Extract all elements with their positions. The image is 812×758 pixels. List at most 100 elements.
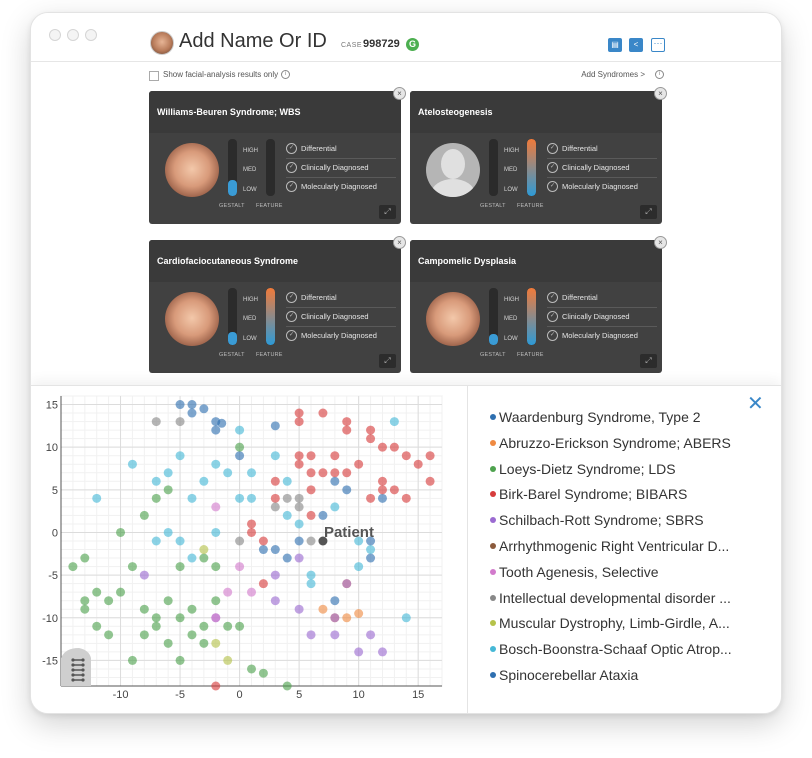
check-circle-icon[interactable]: ✓ (547, 181, 558, 192)
legend-label: Abruzzo-Erickson Syndrome; ABERS (499, 434, 731, 451)
case-name[interactable]: Add Name Or ID (179, 30, 327, 52)
level-high: HIGH (504, 148, 519, 154)
data-point (366, 434, 376, 444)
legend-item[interactable]: Tooth Agenesis, Selective (490, 562, 770, 588)
data-point (80, 596, 90, 606)
syndrome-face-image (165, 292, 219, 346)
y-tick-label: -5 (48, 570, 58, 582)
x-tick-label: 5 (296, 689, 302, 701)
data-point (306, 570, 316, 580)
info-icon[interactable]: i (281, 70, 291, 80)
diagnosis-option[interactable]: ✓ Molecularly Diagnosed (547, 327, 657, 345)
diagnosis-option[interactable]: ✓ Molecularly Diagnosed (286, 327, 396, 345)
share-icon[interactable]: < (629, 38, 643, 52)
legend-item[interactable]: Arrhythmogenic Right Ventricular D... (490, 536, 770, 562)
legend-item[interactable]: Loeys-Dietz Syndrome; LDS (490, 459, 770, 485)
diagnosis-option[interactable]: ✓ Clinically Diagnosed (547, 159, 657, 178)
check-circle-icon[interactable]: ✓ (286, 143, 297, 154)
close-icon[interactable]: ✕ (747, 393, 764, 415)
level-high: HIGH (243, 297, 258, 303)
diagnosis-option[interactable]: ✓ Molecularly Diagnosed (547, 178, 657, 196)
check-circle-icon[interactable]: ✓ (286, 292, 297, 303)
remove-card-icon[interactable]: × (654, 87, 667, 100)
legend-item[interactable]: Birk-Barel Syndrome; BIBARS (490, 484, 770, 510)
diagnosis-option[interactable]: ✓ Differential (547, 140, 657, 159)
remove-card-icon[interactable]: × (654, 236, 667, 249)
diagnosis-option[interactable]: ✓ Molecularly Diagnosed (286, 178, 396, 196)
more-icon[interactable]: ··· (651, 38, 665, 52)
add-syndromes-link[interactable]: Add Syndromes > (581, 70, 645, 79)
data-point (294, 459, 304, 469)
syndrome-card[interactable]: Atelosteogenesis × HIGH MED LOW GESTALT FEATUR… (410, 87, 667, 224)
check-circle-icon[interactable]: ✓ (547, 292, 558, 303)
diagnosis-option[interactable]: ✓ Differential (286, 140, 396, 159)
logo-icon (81, 658, 85, 662)
check-circle-icon[interactable]: ✓ (286, 181, 297, 192)
x-tick-label: 0 (237, 689, 243, 701)
level-low: LOW (243, 336, 257, 342)
legend-item[interactable]: Spinocerebellar Ataxia (490, 665, 770, 691)
check-circle-icon[interactable]: ✓ (547, 143, 558, 154)
patient-avatar[interactable] (150, 31, 174, 55)
diagnosis-option[interactable]: ✓ Differential (547, 289, 657, 308)
close-window-icon[interactable] (49, 29, 61, 41)
check-circle-icon[interactable]: ✓ (286, 311, 297, 322)
y-tick-label: 15 (46, 400, 58, 412)
data-point (68, 562, 78, 572)
data-point (235, 442, 245, 452)
data-point (151, 417, 161, 427)
maximize-window-icon[interactable] (85, 29, 97, 41)
data-point (342, 579, 352, 589)
diagnosis-label: Molecularly Diagnosed (562, 331, 638, 340)
check-circle-icon[interactable]: ✓ (547, 162, 558, 173)
info-icon[interactable]: i (655, 70, 664, 80)
diagnosis-option[interactable]: ✓ Clinically Diagnosed (286, 308, 396, 327)
level-med: MED (504, 167, 518, 173)
document-icon[interactable]: ▤ (608, 38, 622, 52)
diagnosis-label: Differential (301, 293, 337, 302)
data-point (270, 596, 280, 606)
diagnosis-label: Molecularly Diagnosed (562, 182, 638, 191)
minimize-window-icon[interactable] (67, 29, 79, 41)
legend-label: Loeys-Dietz Syndrome; LDS (499, 460, 676, 477)
diagnosis-option[interactable]: ✓ Clinically Diagnosed (547, 308, 657, 327)
syndrome-card[interactable]: Cardiofaciocutaneous Syndrome × HIGH MED LOW… (149, 236, 406, 373)
data-point (294, 408, 304, 418)
data-point (389, 485, 399, 495)
check-circle-icon[interactable]: ✓ (286, 330, 297, 341)
remove-card-icon[interactable]: × (393, 236, 406, 249)
feature-label: FEATURE (517, 203, 544, 209)
syndrome-face-image (165, 143, 219, 197)
data-point (223, 621, 233, 631)
data-point (175, 417, 185, 427)
legend-item[interactable]: Waardenburg Syndrome, Type 2 (490, 407, 770, 433)
facial-only-label: Show facial-analysis results only (163, 70, 279, 79)
data-point (223, 655, 233, 665)
expand-icon[interactable]: ⤢ (379, 354, 396, 368)
feature-bar (266, 139, 275, 196)
check-circle-icon[interactable]: ✓ (286, 162, 297, 173)
data-point (330, 613, 340, 623)
legend-item[interactable]: Bosch-Boonstra-Schaaf Optic Atrop... (490, 639, 770, 665)
level-med: MED (504, 316, 518, 322)
syndrome-card[interactable]: Williams-Beuren Syndrome; WBS × HIGH MED LOW… (149, 87, 406, 224)
expand-icon[interactable]: ⤢ (379, 205, 396, 219)
data-point (116, 587, 126, 597)
remove-card-icon[interactable]: × (393, 87, 406, 100)
data-point (389, 417, 399, 427)
expand-icon[interactable]: ⤢ (640, 354, 657, 368)
diagnosis-option[interactable]: ✓ Differential (286, 289, 396, 308)
legend-item[interactable]: Abruzzo-Erickson Syndrome; ABERS (490, 433, 770, 459)
data-point (354, 647, 364, 657)
feature-bar (527, 288, 536, 345)
data-point (318, 604, 328, 614)
check-circle-icon[interactable]: ✓ (547, 330, 558, 341)
legend-item[interactable]: Muscular Dystrophy, Limb-Girdle, A... (490, 613, 770, 639)
legend-item[interactable]: Schilbach-Rott Syndrome; SBRS (490, 510, 770, 536)
facial-only-checkbox[interactable] (149, 71, 159, 81)
expand-icon[interactable]: ⤢ (640, 205, 657, 219)
check-circle-icon[interactable]: ✓ (547, 311, 558, 322)
syndrome-card[interactable]: Campomelic Dysplasia × HIGH MED LOW GESTALT FE… (410, 236, 667, 373)
diagnosis-option[interactable]: ✓ Clinically Diagnosed (286, 159, 396, 178)
legend-item[interactable]: Intellectual developmental disorder ... (490, 588, 770, 614)
